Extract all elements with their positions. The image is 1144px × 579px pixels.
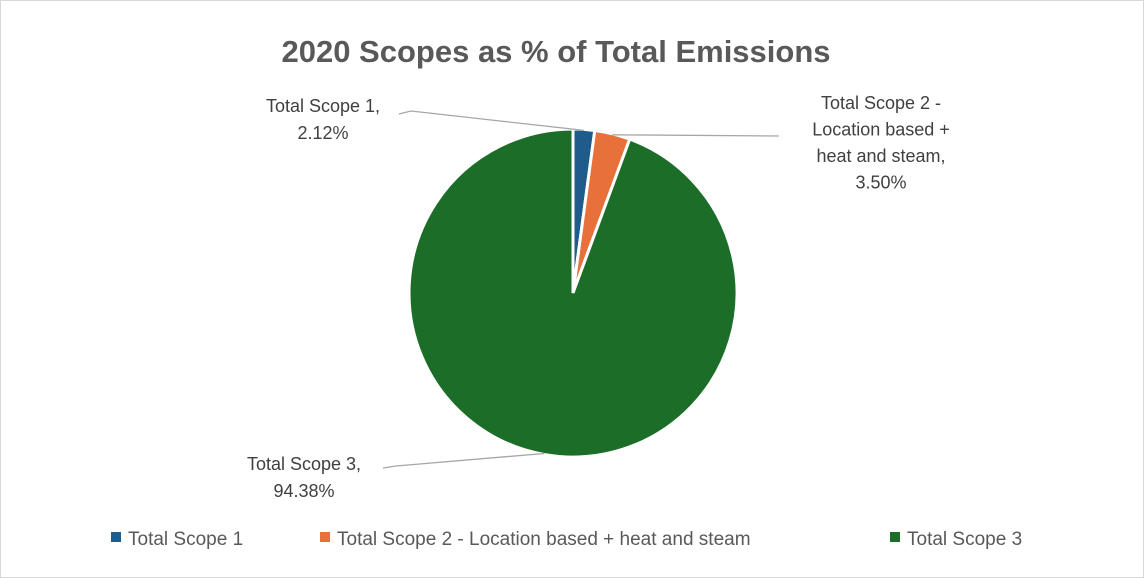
data-label-2-line-3: heat and steam, [816, 146, 945, 166]
data-label-1-line-1: Total Scope 1, [266, 96, 380, 116]
legend-label-3: Total Scope 3 [907, 529, 1022, 550]
data-label-3-line-2: 94.38% [273, 481, 334, 501]
chart-title: 2020 Scopes as % of Total Emissions [281, 34, 830, 69]
legend-entry-2: Total Scope 2 - Location based + heat an… [320, 529, 751, 550]
legend-entry-1: Total Scope 1 [111, 529, 243, 550]
data-label-2-line-1: Total Scope 2 - [821, 93, 941, 113]
legend-label-2: Total Scope 2 - Location based + heat an… [337, 529, 751, 550]
legend: Total Scope 1 Total Scope 2 - Location ba… [111, 529, 1022, 550]
data-label-1-line-2: 2.12% [297, 123, 348, 143]
pie-slice-3 [407, 127, 739, 459]
data-label-1: Total Scope 1, 2.12% [266, 96, 380, 143]
legend-label-1: Total Scope 1 [128, 529, 243, 550]
label-leader-lines [382, 110, 780, 469]
data-label-2: Total Scope 2 - Location based + heat and … [812, 93, 950, 193]
data-label-3-line-1: Total Scope 3, [247, 454, 361, 474]
data-label-2-line-4: 3.50% [855, 173, 906, 193]
leader-line-2 [612, 134, 780, 137]
legend-swatch-1 [111, 532, 121, 542]
pie-slices [407, 127, 739, 459]
data-label-3: Total Scope 3, 94.38% [247, 454, 361, 501]
leader-line-3 [382, 452, 545, 469]
data-label-2-line-2: Location based + [812, 120, 950, 140]
legend-swatch-2 [320, 532, 330, 542]
legend-entry-3: Total Scope 3 [890, 529, 1022, 550]
data-labels: Total Scope 1, 2.12% Total Scope 2 - Locati… [247, 93, 950, 501]
legend-swatch-3 [890, 532, 900, 542]
leader-line-1 [398, 110, 584, 132]
